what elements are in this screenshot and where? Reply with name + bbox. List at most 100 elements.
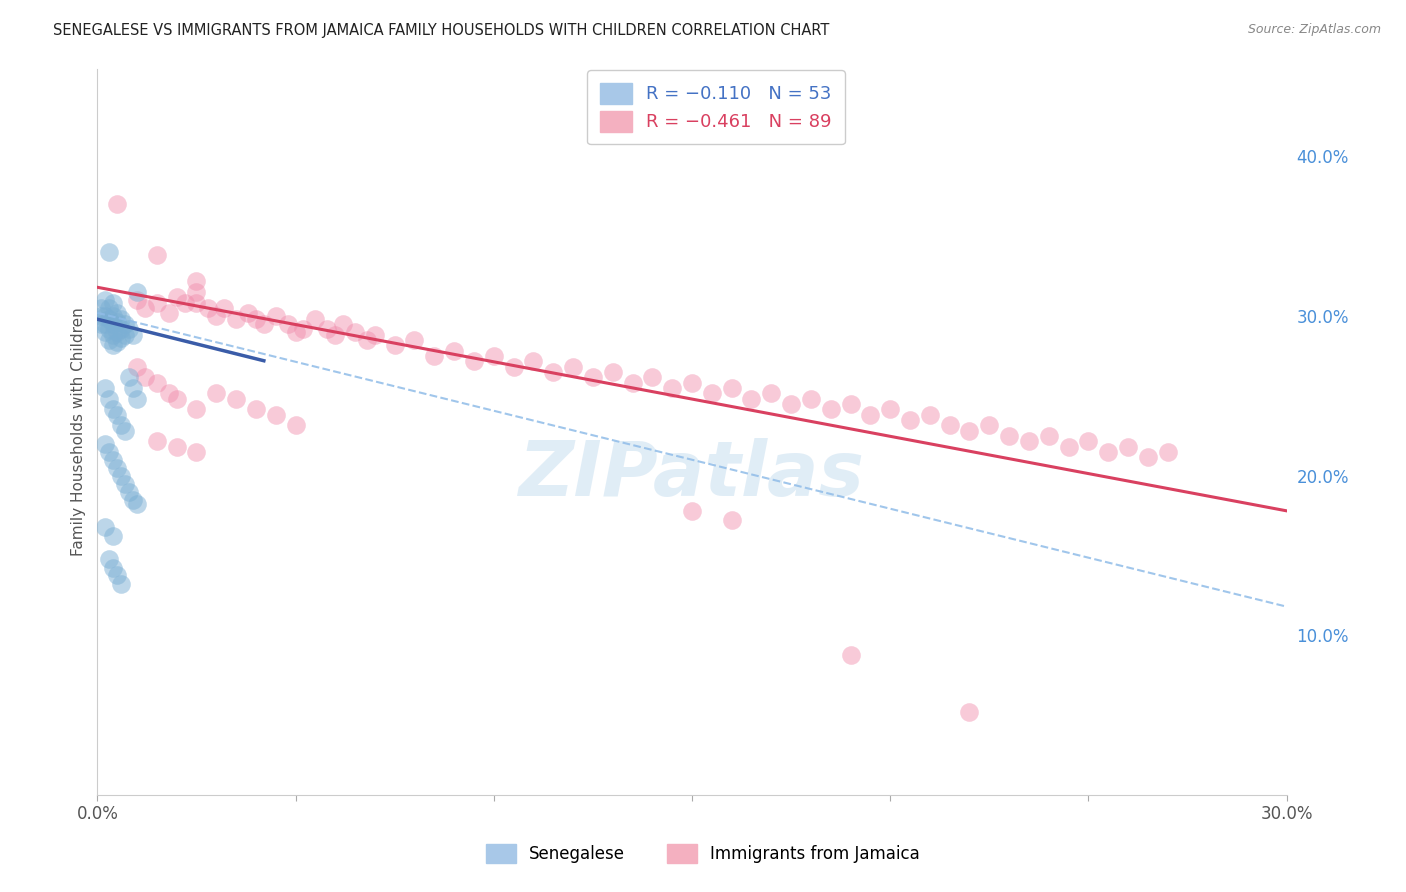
Point: [98, 245, 121, 260]
Point: [681, 376, 703, 390]
Point: [998, 429, 1021, 443]
Point: [364, 328, 387, 343]
Point: [94, 381, 117, 395]
Point: [740, 392, 762, 406]
Point: [166, 440, 188, 454]
Point: [186, 274, 208, 288]
Point: [103, 317, 125, 331]
Legend: Senegalese, Immigrants from Jamaica: Senegalese, Immigrants from Jamaica: [477, 834, 929, 873]
Point: [103, 561, 125, 575]
Point: [720, 513, 742, 527]
Point: [205, 385, 228, 400]
Point: [110, 468, 132, 483]
Text: ZIPatlas: ZIPatlas: [519, 438, 865, 512]
Point: [134, 369, 156, 384]
Point: [118, 484, 141, 499]
Point: [94, 293, 117, 307]
Point: [602, 365, 624, 379]
Point: [959, 424, 981, 438]
Point: [292, 322, 315, 336]
Point: [700, 385, 723, 400]
Point: [98, 301, 121, 315]
Point: [332, 317, 354, 331]
Point: [253, 317, 276, 331]
Point: [1136, 450, 1159, 464]
Point: [562, 360, 585, 375]
Point: [800, 392, 823, 406]
Point: [197, 301, 219, 315]
Point: [173, 296, 195, 310]
Point: [304, 312, 326, 326]
Point: [98, 392, 121, 406]
Point: [482, 349, 505, 363]
Point: [245, 312, 267, 326]
Point: [110, 322, 132, 336]
Point: [205, 309, 228, 323]
Point: [98, 444, 121, 458]
Point: [105, 334, 128, 349]
Point: [118, 369, 141, 384]
Point: [122, 492, 145, 507]
Point: [98, 333, 121, 347]
Point: [157, 306, 180, 320]
Point: [157, 385, 180, 400]
Point: [114, 328, 136, 343]
Point: [264, 309, 287, 323]
Point: [661, 381, 683, 395]
Point: [681, 504, 703, 518]
Point: [820, 401, 842, 416]
Point: [264, 408, 287, 422]
Point: [98, 551, 121, 566]
Point: [103, 296, 125, 310]
Point: [1018, 434, 1040, 448]
Point: [105, 197, 128, 211]
Point: [90, 301, 112, 315]
Point: [344, 325, 367, 339]
Point: [110, 312, 132, 326]
Point: [146, 248, 169, 262]
Point: [125, 498, 148, 512]
Point: [105, 325, 128, 339]
Point: [94, 325, 117, 339]
Point: [1097, 444, 1119, 458]
Point: [1057, 440, 1080, 454]
Point: [103, 452, 125, 467]
Point: [114, 317, 136, 331]
Y-axis label: Family Households with Children: Family Households with Children: [72, 308, 86, 557]
Point: [105, 567, 128, 582]
Point: [839, 648, 862, 662]
Point: [105, 315, 128, 329]
Point: [404, 333, 426, 347]
Point: [103, 529, 125, 543]
Point: [780, 397, 803, 411]
Point: [125, 392, 148, 406]
Point: [122, 381, 145, 395]
Point: [110, 331, 132, 345]
Point: [146, 296, 169, 310]
Point: [118, 322, 141, 336]
Point: [918, 408, 941, 422]
Point: [146, 376, 169, 390]
Point: [859, 408, 882, 422]
Point: [284, 417, 307, 432]
Point: [212, 301, 235, 315]
Point: [582, 369, 605, 384]
Point: [463, 353, 485, 368]
Point: [443, 344, 465, 359]
Point: [103, 309, 125, 323]
Point: [761, 385, 783, 400]
Point: [277, 317, 299, 331]
Point: [105, 306, 128, 320]
Point: [225, 312, 247, 326]
Point: [720, 381, 742, 395]
Point: [114, 424, 136, 438]
Point: [90, 309, 112, 323]
Point: [103, 328, 125, 343]
Point: [125, 285, 148, 299]
Text: Source: ZipAtlas.com: Source: ZipAtlas.com: [1247, 23, 1381, 37]
Point: [621, 376, 644, 390]
Point: [98, 312, 121, 326]
Point: [186, 444, 208, 458]
Point: [938, 417, 960, 432]
Point: [186, 296, 208, 310]
